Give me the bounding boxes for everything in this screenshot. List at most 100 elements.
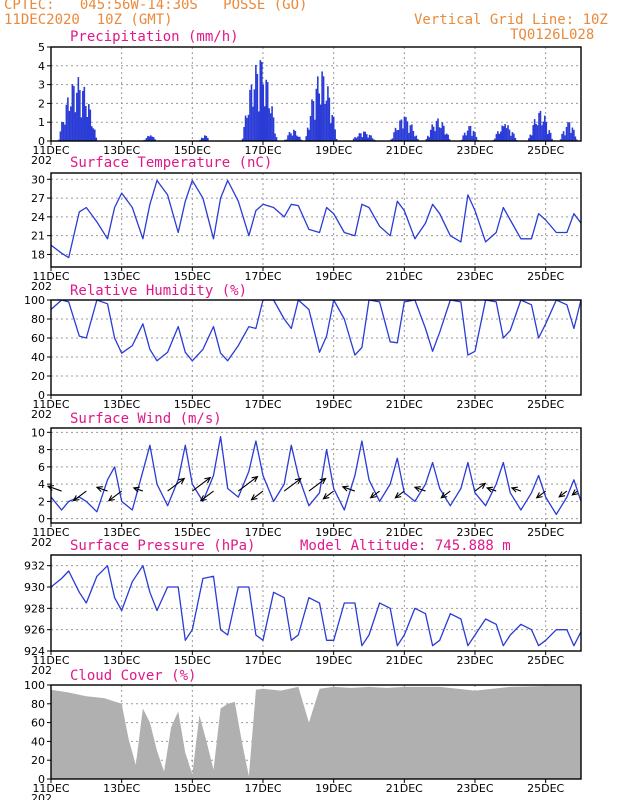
precip-bar — [316, 76, 319, 141]
y-tick-label: 926 — [24, 624, 45, 637]
wind-arrow — [167, 477, 186, 492]
x-tick-label: 19DEC — [315, 526, 352, 539]
precip-bar — [533, 119, 536, 141]
precip-bar — [204, 135, 206, 141]
precip-bar — [465, 135, 467, 141]
x-tick-label: 13DEC — [103, 782, 140, 795]
series-line — [50, 565, 582, 647]
precip-bar — [325, 100, 328, 141]
precip-bar — [151, 136, 153, 141]
y-tick-label: 21 — [31, 230, 45, 243]
precip-bar — [494, 138, 496, 141]
precip-bar — [363, 131, 365, 141]
y-tick-label: 100 — [24, 294, 45, 307]
wind-arrow — [192, 476, 212, 492]
panel-title: Surface Pressure (hPa) — [70, 538, 255, 554]
precip-bar — [83, 86, 86, 141]
y-tick-label: 2 — [38, 97, 45, 110]
y-tick-label: 4 — [38, 478, 45, 491]
precip-bar — [417, 139, 419, 141]
precip-bar — [319, 104, 322, 141]
x-tick-label: 17DEC — [244, 782, 281, 795]
x-tick-label: 17DEC — [244, 144, 281, 157]
x-tick-label: 19DEC — [315, 782, 352, 795]
y-tick-label: 1 — [38, 116, 45, 129]
precip-bar — [149, 135, 152, 141]
x-tick-label: 15DEC — [174, 654, 211, 667]
precip-bar — [266, 82, 269, 141]
x-tick-label: 25DEC — [527, 398, 564, 411]
precip-bar — [61, 122, 63, 141]
precip-bar — [562, 131, 565, 141]
x-tick-label: 23DEC — [456, 526, 493, 539]
y-tick-label: 27 — [31, 192, 45, 205]
precip-bar — [262, 84, 265, 141]
y-tick-label: 80 — [31, 698, 45, 711]
precip-bar — [499, 131, 502, 141]
precip-bar — [148, 136, 151, 141]
precip-bar — [260, 61, 263, 141]
precip-bar — [252, 106, 254, 141]
precip-bar — [400, 119, 403, 141]
precip-bar — [370, 135, 372, 141]
precip-bar — [65, 104, 68, 141]
x-tick-label: 21DEC — [386, 398, 423, 411]
precip-bar — [250, 84, 253, 141]
y-tick-label: 20 — [31, 370, 45, 383]
precip-bar — [95, 137, 98, 141]
precip-bar — [536, 125, 539, 141]
precip-bar — [76, 92, 78, 141]
precip-bar — [79, 90, 81, 141]
x-year-label: 202 — [31, 536, 52, 549]
precip-bar — [574, 136, 577, 141]
precip-bar — [315, 88, 318, 141]
precip-bar — [546, 133, 549, 141]
precip-bar — [463, 132, 466, 141]
precip-bar — [89, 109, 92, 141]
precip-bar — [64, 124, 66, 141]
precip-bar — [514, 137, 517, 141]
wind-arrow — [46, 485, 62, 492]
precip-bar — [429, 129, 432, 141]
series-line — [50, 435, 582, 516]
header-model-code: TQ0126L028 — [510, 27, 595, 43]
precip-bar — [411, 124, 413, 141]
precip-bar — [71, 84, 74, 141]
panel-frame — [50, 172, 582, 268]
precip-bar — [495, 133, 498, 141]
wind-arrow — [322, 490, 334, 500]
precip-bar — [406, 121, 409, 141]
wind-arrow — [440, 490, 451, 499]
precip-bar — [414, 136, 416, 141]
x-tick-label: 23DEC — [456, 144, 493, 157]
precip-bar — [428, 137, 431, 141]
precip-bar — [268, 108, 270, 141]
wind-arrow — [510, 486, 522, 493]
panel-frame — [50, 299, 582, 396]
y-tick-label: 40 — [31, 351, 45, 364]
wind-arrow — [237, 475, 259, 492]
precip-bar — [532, 125, 534, 141]
x-tick-label: 25DEC — [527, 654, 564, 667]
precip-bar — [472, 130, 475, 141]
header-grid-line: Vertical Grid Line: 10Z — [414, 12, 608, 28]
x-tick-label: 13DEC — [103, 398, 140, 411]
precip-bar — [570, 132, 572, 141]
precip-bar — [469, 125, 472, 141]
x-tick-label: 13DEC — [103, 526, 140, 539]
precip-bar — [471, 135, 473, 141]
precip-bar — [298, 136, 301, 141]
x-year-label: 202 — [31, 408, 52, 421]
precip-bar — [551, 138, 553, 141]
precip-bar — [243, 126, 245, 141]
precip-bar — [405, 117, 407, 141]
precip-bar — [444, 134, 447, 141]
precip-bar — [318, 93, 321, 141]
y-tick-label: 60 — [31, 332, 45, 345]
precip-bar — [504, 124, 506, 141]
precip-bar — [440, 128, 442, 141]
precip-bar — [373, 139, 375, 141]
cloud-cover-area — [51, 685, 581, 779]
precip-bar — [59, 131, 62, 141]
precip-bar — [308, 129, 310, 141]
